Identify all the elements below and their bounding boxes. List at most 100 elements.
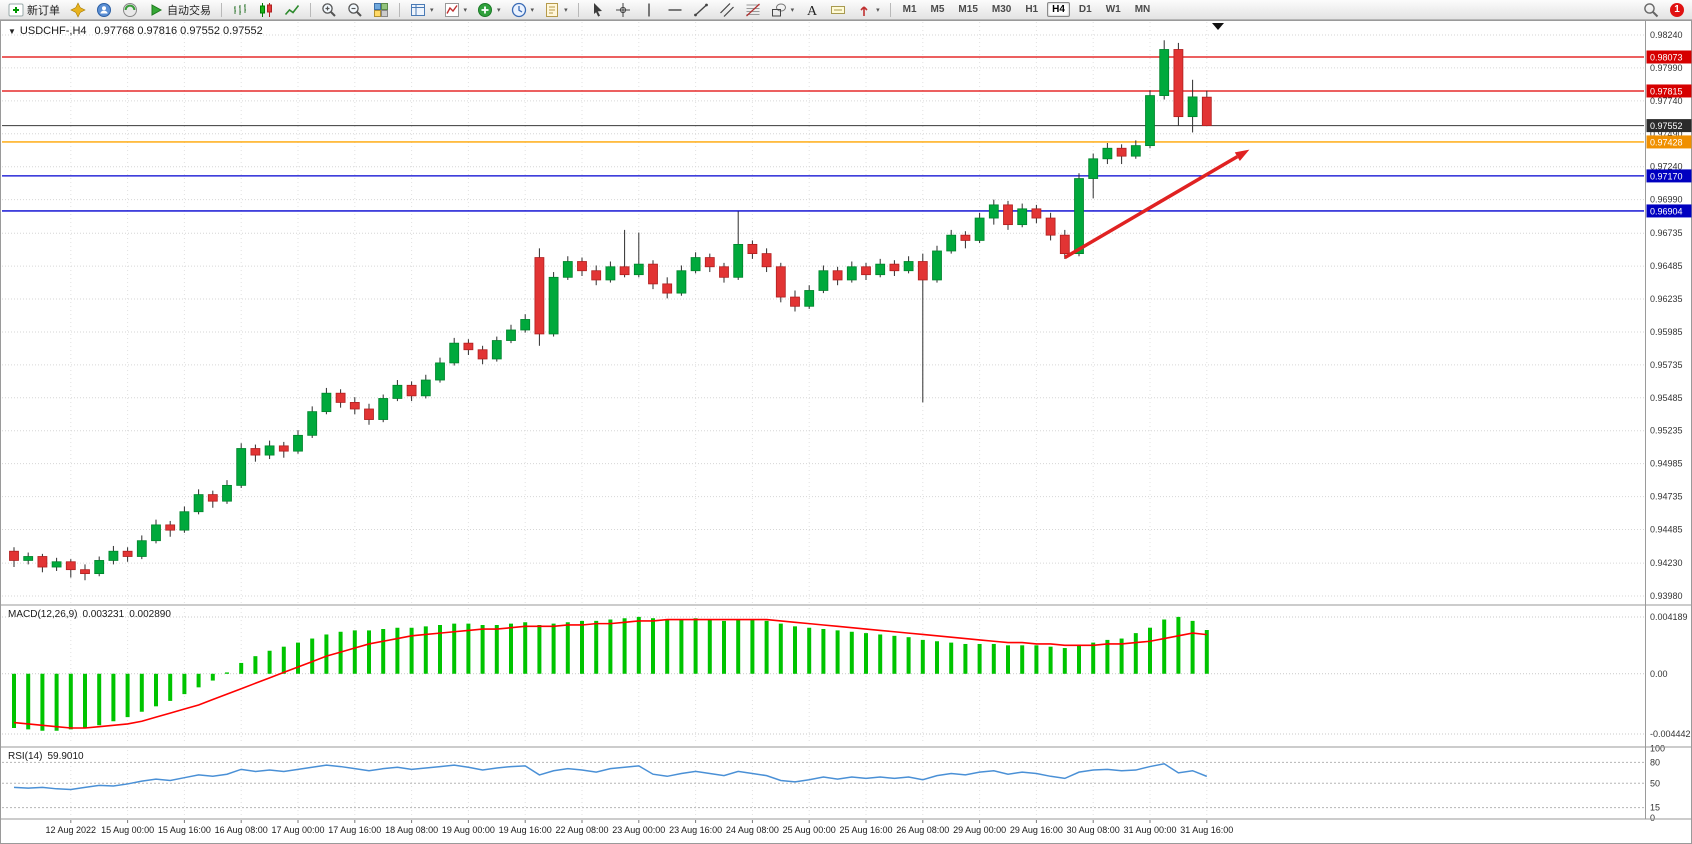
- bull-candle: [1159, 49, 1170, 96]
- bull-candle: [435, 362, 445, 381]
- bear-candle: [80, 569, 90, 575]
- price-badge-label: 0.98073: [1650, 52, 1683, 62]
- zoom-in-button[interactable]: [317, 0, 341, 20]
- price-badge-label: 0.97170: [1650, 171, 1683, 181]
- search-button[interactable]: [1639, 0, 1663, 20]
- bull-candle: [193, 494, 204, 513]
- data-window-icon: [411, 3, 425, 16]
- chevron-down-icon: ▾: [790, 6, 795, 14]
- zoom-out-button[interactable]: [343, 0, 367, 20]
- auto-trading-icon: [151, 3, 163, 16]
- bear-candle: [619, 266, 630, 276]
- bear-candle: [719, 266, 729, 278]
- price-scale-label: 0.95985: [1650, 327, 1683, 337]
- cursor-button[interactable]: [585, 0, 609, 20]
- tile-windows-button[interactable]: [369, 0, 393, 20]
- time-axis-label: 25 Aug 00:00: [783, 825, 836, 835]
- timeframe-mn-button[interactable]: MN: [1134, 4, 1151, 15]
- compass-button[interactable]: [66, 0, 90, 20]
- bull-candle: [293, 434, 303, 452]
- period-button[interactable]: ▾: [507, 0, 539, 20]
- bull-candle: [676, 270, 687, 294]
- bars-chart-button[interactable]: [228, 0, 252, 20]
- rsi-scale-label: 15: [1650, 803, 1660, 813]
- bull-candle: [222, 484, 232, 502]
- macd-name: MACD(12,26,9): [8, 609, 78, 620]
- chevron-down-icon: ▾: [497, 6, 501, 14]
- text-icon: A: [807, 4, 818, 18]
- bull-candle: [307, 411, 318, 436]
- auto-trading-button[interactable]: 自动交易: [144, 0, 215, 20]
- timeframe-m5-button[interactable]: M5: [930, 4, 945, 15]
- shapes-icon: [771, 3, 786, 16]
- time-axis-label: 23 Aug 00:00: [612, 825, 665, 835]
- time-axis-label: 29 Aug 00:00: [953, 825, 1006, 835]
- timeframe-h1-button[interactable]: H1: [1025, 4, 1039, 15]
- shapes-button[interactable]: ▾: [767, 0, 799, 20]
- macd-signal-line: [13, 618, 1207, 729]
- timeframe-m1-button[interactable]: M1: [902, 4, 917, 15]
- bear-candle: [1201, 96, 1212, 127]
- bull-candle: [633, 263, 644, 276]
- indicator-window-button[interactable]: ▾: [440, 0, 472, 20]
- fibonacci-button[interactable]: [741, 0, 765, 20]
- rsi-name: RSI(14): [8, 751, 43, 762]
- crosshair-button[interactable]: [611, 0, 635, 20]
- data-window-button[interactable]: ▾: [406, 0, 438, 20]
- bull-candle: [420, 379, 431, 397]
- bear-candle: [37, 556, 48, 568]
- time-axis-label: 17 Aug 16:00: [328, 825, 381, 835]
- vertical-line-button[interactable]: [637, 0, 661, 20]
- horizontal-line-button[interactable]: [663, 0, 687, 20]
- trend-arrow-head[interactable]: [1234, 149, 1250, 161]
- timeframe-m15-button[interactable]: M15: [958, 4, 978, 15]
- profile-button[interactable]: [92, 0, 116, 20]
- line-chart-button[interactable]: [280, 0, 304, 20]
- bear-candle: [349, 402, 360, 410]
- trendline-button[interactable]: [689, 0, 713, 20]
- bear-candle: [775, 266, 786, 298]
- bear-candle: [406, 384, 417, 397]
- price-badge: [1646, 169, 1692, 183]
- arrows-button[interactable]: ▾: [852, 0, 884, 20]
- channel-button[interactable]: [715, 0, 739, 20]
- bull-candle: [932, 250, 942, 281]
- zoom-out-icon: [348, 2, 362, 17]
- price-badge: [1646, 119, 1692, 133]
- bear-candle: [832, 270, 843, 281]
- time-axis-label: 19 Aug 00:00: [442, 825, 495, 835]
- bull-candle: [974, 217, 985, 241]
- bull-candle: [449, 342, 460, 364]
- time-axis-label: 16 Aug 08:00: [215, 825, 268, 835]
- timeframe-h4-button[interactable]: H4: [1047, 2, 1070, 17]
- text-button[interactable]: A: [800, 0, 824, 20]
- trend-arrow[interactable]: [1063, 155, 1239, 260]
- bull-candle: [51, 561, 62, 568]
- bull-candle: [804, 290, 815, 307]
- add-indicator-button[interactable]: ▾: [473, 0, 505, 20]
- toolbar-right: 1: [1639, 0, 1688, 20]
- bull-candle: [1088, 158, 1099, 179]
- market-watch-button[interactable]: [118, 0, 142, 20]
- price-badge-label: 0.97815: [1650, 86, 1683, 96]
- timeframe-w1-button[interactable]: W1: [1105, 4, 1121, 15]
- one-click-trading-toggle[interactable]: ▼: [8, 27, 16, 36]
- bull-candle: [1074, 178, 1084, 255]
- template-button[interactable]: ▾: [540, 0, 572, 20]
- candles-chart-button[interactable]: [254, 0, 278, 20]
- new-order-button[interactable]: 新订单: [4, 0, 64, 20]
- price-scale-label: 0.97490: [1650, 129, 1683, 139]
- notification-badge[interactable]: 1: [1670, 2, 1684, 17]
- bear-candle: [889, 263, 900, 272]
- timeframe-m30-button[interactable]: M30: [991, 4, 1012, 15]
- bull-candle: [875, 263, 886, 276]
- label-button[interactable]: [826, 0, 850, 20]
- timeframe-d1-button[interactable]: D1: [1078, 4, 1092, 15]
- bear-candle: [65, 561, 76, 571]
- bull-candle: [988, 204, 999, 219]
- chevron-down-icon: ▾: [463, 6, 468, 14]
- bull-candle: [264, 445, 275, 456]
- chart-title: ▼ USDCHF-,H4 0.97768 0.97816 0.97552 0.975…: [8, 25, 263, 37]
